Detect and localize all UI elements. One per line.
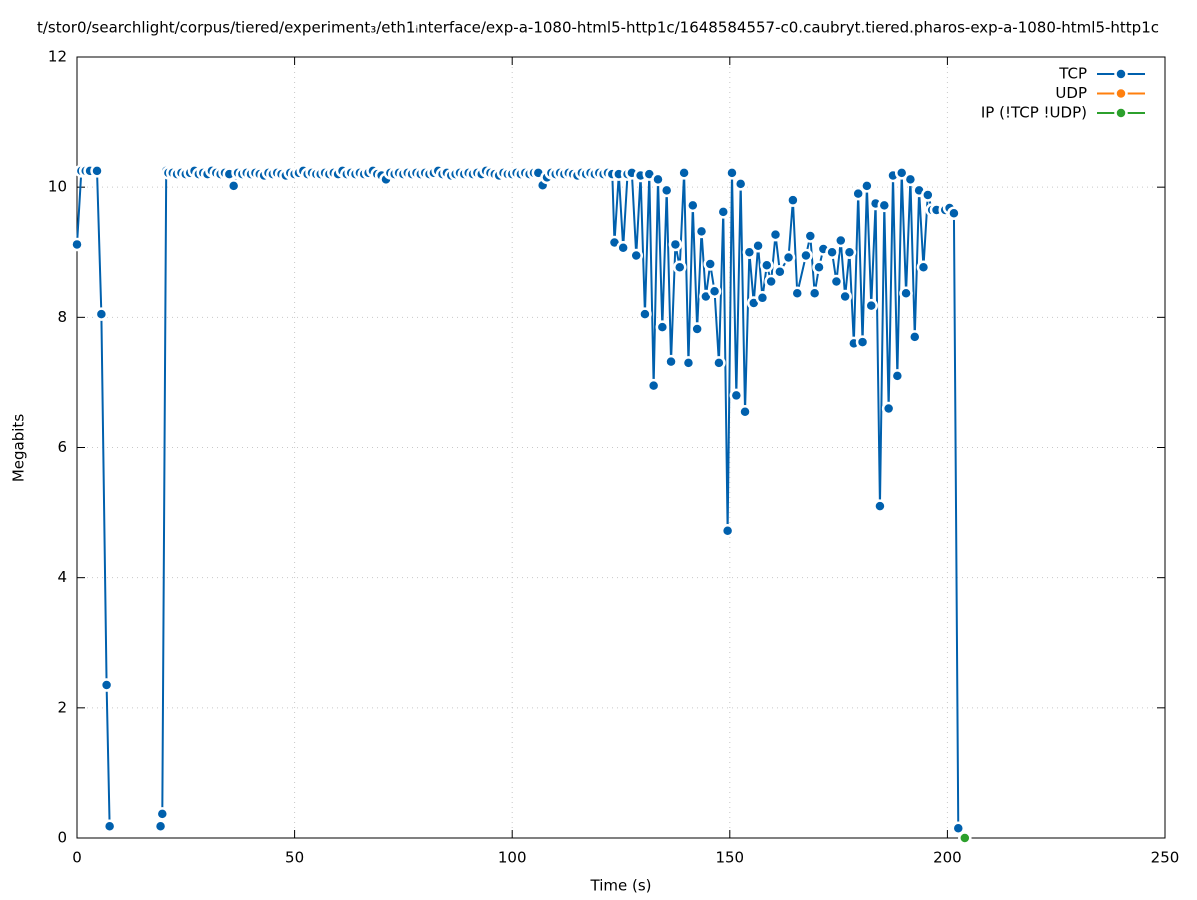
data-point (690, 322, 704, 336)
data-point (94, 307, 109, 321)
y-tick-label: 12 (48, 48, 67, 66)
data-point (894, 166, 909, 180)
data-point (890, 369, 905, 383)
legend-swatch (1114, 67, 1128, 81)
data-point (733, 177, 748, 191)
y-axis-label: Megabits (10, 414, 28, 482)
data-point (712, 356, 726, 370)
data-point (673, 260, 687, 274)
data-point (838, 289, 852, 304)
data-point (899, 286, 913, 301)
data-point (851, 186, 865, 201)
y-tick-label: 4 (57, 568, 67, 586)
data-point (812, 260, 826, 274)
data-point (799, 248, 813, 263)
data-point (659, 183, 674, 198)
data-point (829, 274, 844, 289)
data-point (646, 378, 661, 393)
data-point (668, 237, 683, 252)
data-point (651, 172, 665, 187)
data-point (616, 240, 630, 255)
y-tick-label: 8 (57, 308, 67, 326)
x-tick-label: 50 (285, 849, 304, 867)
data-point (738, 404, 752, 419)
data-point (842, 245, 857, 259)
data-point (707, 284, 722, 299)
data-point (764, 274, 778, 289)
data-point (716, 205, 731, 219)
data-point (677, 166, 691, 180)
data-point (958, 831, 972, 845)
data-point (873, 499, 887, 513)
x-tick-label: 150 (715, 849, 744, 867)
data-point (877, 198, 892, 213)
data-point (903, 172, 918, 187)
data-point (638, 307, 652, 321)
data-point (70, 237, 84, 252)
data-point (681, 356, 696, 370)
data-point (786, 193, 800, 207)
data-point (921, 188, 935, 202)
data-point (825, 245, 839, 259)
data-point (153, 819, 168, 834)
x-tick-label: 250 (1151, 849, 1180, 867)
data-point (947, 206, 961, 220)
data-point (725, 166, 739, 180)
data-point (694, 224, 709, 239)
data-point (881, 401, 896, 416)
data-point (155, 807, 170, 821)
data-point (773, 265, 787, 279)
y-tick-label: 2 (57, 698, 67, 716)
series-line (76, 169, 111, 827)
data-point (951, 821, 966, 835)
y-tick-label: 10 (48, 178, 67, 196)
data-point (790, 286, 805, 301)
data-point (768, 227, 783, 242)
data-point (834, 233, 848, 248)
legend-label: TCP (1058, 65, 1087, 83)
data-point (703, 257, 717, 271)
data-point (803, 229, 818, 243)
data-point (760, 258, 774, 273)
y-tick-label: 0 (57, 829, 67, 847)
data-point (916, 260, 931, 274)
data-point (908, 330, 922, 344)
data-point (751, 238, 765, 253)
data-point (102, 819, 117, 834)
data-point (99, 678, 114, 692)
data-point (226, 179, 241, 193)
data-point (807, 286, 822, 301)
data-point (720, 524, 735, 538)
legend-swatch (1114, 86, 1128, 101)
data-point (742, 245, 757, 259)
data-point (90, 164, 104, 178)
x-tick-label: 100 (498, 849, 527, 867)
chart-title: t/stor0/searchlight/corpus/tiered/experi… (37, 19, 1159, 37)
legend-label: UDP (1055, 84, 1087, 102)
y-tick-label: 6 (57, 438, 67, 456)
data-point (729, 388, 744, 403)
data-point (686, 198, 700, 213)
data-point (664, 354, 678, 369)
series-line (159, 168, 960, 829)
legend-swatch (1114, 106, 1128, 120)
data-point (864, 298, 878, 313)
data-point (629, 248, 643, 263)
data-point (781, 250, 796, 265)
x-tick-label: 0 (72, 849, 82, 867)
data-point (855, 335, 870, 349)
legend-label: IP (!TCP !UDP) (981, 104, 1087, 122)
data-point (655, 320, 670, 334)
data-point (755, 291, 770, 305)
data-point (860, 179, 874, 193)
x-axis-label: Time (s) (590, 877, 652, 895)
x-tick-label: 200 (933, 849, 962, 867)
